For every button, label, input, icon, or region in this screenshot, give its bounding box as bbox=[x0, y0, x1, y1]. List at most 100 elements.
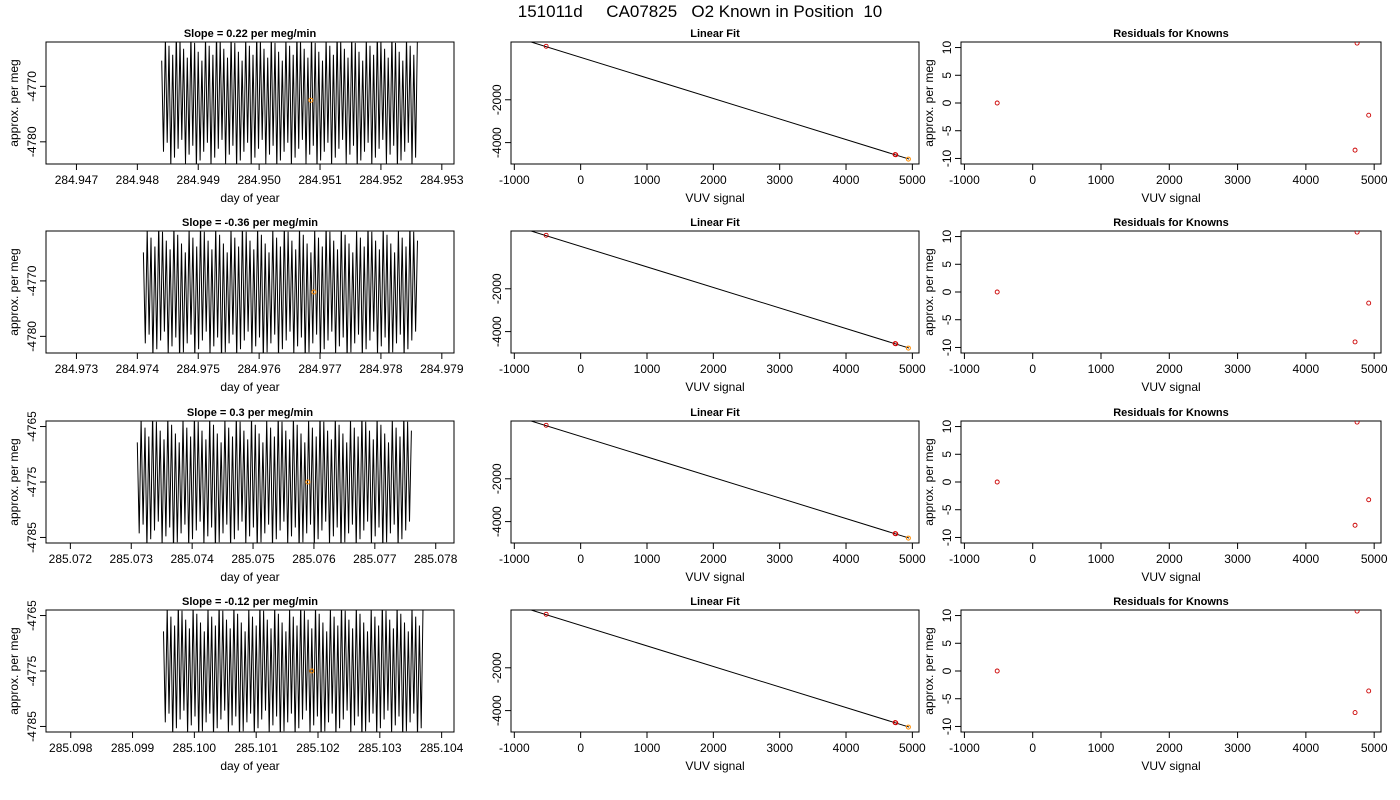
x-tick-label: 1000 bbox=[634, 552, 661, 566]
y-tick-label: -5 bbox=[940, 125, 954, 136]
y-tick-label: -5 bbox=[940, 314, 954, 325]
x-tick-label: 0 bbox=[577, 362, 584, 376]
x-axis-label: VUV signal bbox=[1141, 570, 1200, 584]
x-tick-label: 2000 bbox=[1156, 173, 1183, 187]
x-tick-label: -1000 bbox=[949, 362, 980, 376]
x-tick-label: 3000 bbox=[766, 173, 793, 187]
x-tick-label: 3000 bbox=[1224, 173, 1251, 187]
x-tick-label: 285.104 bbox=[420, 741, 464, 755]
x-tick-label: 3000 bbox=[766, 362, 793, 376]
y-axis-label: approx. per meg bbox=[7, 438, 21, 525]
x-axis-label: VUV signal bbox=[1141, 380, 1200, 394]
y-tick-label: 10 bbox=[940, 41, 954, 55]
highlight-point bbox=[905, 724, 911, 730]
x-tick-label: 1000 bbox=[1088, 362, 1115, 376]
y-tick-label: 5 bbox=[940, 261, 954, 268]
data-point bbox=[1354, 42, 1360, 46]
x-axis-label: VUV signal bbox=[685, 380, 744, 394]
data-point bbox=[1354, 421, 1360, 425]
x-axis-label: VUV signal bbox=[1141, 759, 1200, 773]
panel-2-2: Linear Fit -1000 0 1000 2000 3000 4000 5000 VUV … bbox=[490, 217, 926, 394]
y-tick-label: -4765 bbox=[25, 411, 39, 442]
y-axis-label: approx. per meg bbox=[7, 59, 21, 146]
data-point bbox=[1366, 497, 1372, 503]
data-layer bbox=[529, 610, 911, 730]
mean-marker bbox=[305, 479, 311, 485]
y-tick-label: -4775 bbox=[25, 655, 39, 686]
x-tick-label: 0 bbox=[577, 552, 584, 566]
y-axis-label: approx. per meg bbox=[922, 438, 936, 525]
fit-line bbox=[529, 421, 910, 539]
y-axis-label: approx. per meg bbox=[922, 248, 936, 335]
x-tick-label: 285.073 bbox=[110, 552, 154, 566]
x-tick-label: -1000 bbox=[499, 362, 530, 376]
data-point bbox=[1352, 339, 1358, 345]
x-axis-label: VUV signal bbox=[1141, 191, 1200, 205]
y-tick-label: -5 bbox=[940, 693, 954, 704]
mean-marker bbox=[308, 97, 314, 103]
x-tick-label: 4000 bbox=[1293, 741, 1320, 755]
x-tick-label: 5000 bbox=[899, 173, 926, 187]
data-layer bbox=[163, 610, 424, 732]
x-axis-label: VUV signal bbox=[685, 759, 744, 773]
data-point bbox=[893, 531, 899, 537]
data-point bbox=[1366, 112, 1372, 118]
panel-4-3: Residuals for Knowns -1000 0 1000 2000 3000 40… bbox=[922, 596, 1388, 773]
panel-title: Residuals for Knowns bbox=[1113, 217, 1229, 229]
x-tick-label: 1000 bbox=[634, 362, 661, 376]
y-tick-label: 10 bbox=[940, 609, 954, 623]
data-point bbox=[543, 232, 549, 238]
x-tick-label: 0 bbox=[577, 741, 584, 755]
y-tick-label: 0 bbox=[940, 288, 954, 295]
x-tick-label: 2000 bbox=[1156, 552, 1183, 566]
panel-title: Residuals for Knowns bbox=[1113, 28, 1229, 40]
x-tick-label: 284.947 bbox=[55, 173, 99, 187]
series-trace bbox=[161, 42, 418, 164]
x-tick-label: 3000 bbox=[766, 741, 793, 755]
y-tick-label: 10 bbox=[940, 420, 954, 434]
data-point bbox=[994, 668, 1000, 674]
x-axis-label: day of year bbox=[220, 191, 279, 205]
data-point bbox=[1366, 300, 1372, 306]
x-tick-label: 284.949 bbox=[177, 173, 221, 187]
y-axis-label: approx. per meg bbox=[7, 248, 21, 335]
y-tick-label: -4770 bbox=[25, 265, 39, 296]
data-layer bbox=[136, 421, 412, 543]
plot-frame bbox=[960, 41, 1382, 165]
x-tick-label: 285.099 bbox=[111, 741, 155, 755]
y-tick-label: -4765 bbox=[25, 600, 39, 631]
panel-title: Residuals for Knowns bbox=[1113, 596, 1229, 608]
y-tick-label: -4785 bbox=[25, 711, 39, 742]
x-tick-label: 0 bbox=[1029, 173, 1036, 187]
y-tick-label: -4000 bbox=[490, 316, 504, 347]
x-tick-label: 3000 bbox=[766, 552, 793, 566]
data-layer bbox=[994, 42, 1372, 153]
x-axis-label: VUV signal bbox=[685, 191, 744, 205]
x-tick-label: 5000 bbox=[1361, 173, 1388, 187]
x-tick-label: 285.076 bbox=[292, 552, 336, 566]
x-tick-label: 284.977 bbox=[298, 362, 342, 376]
x-tick-label: -1000 bbox=[499, 741, 530, 755]
x-axis-label: VUV signal bbox=[685, 570, 744, 584]
y-tick-label: -4775 bbox=[25, 466, 39, 497]
data-point bbox=[1354, 610, 1360, 614]
x-tick-label: 285.078 bbox=[414, 552, 458, 566]
x-tick-label: 285.098 bbox=[49, 741, 93, 755]
x-tick-label: 1000 bbox=[1088, 741, 1115, 755]
y-tick-label: 5 bbox=[940, 451, 954, 458]
panel-4-1: Slope = -0.12 per meg/min 285.098 285.099 2… bbox=[7, 596, 464, 773]
panel-3-2: Linear Fit -1000 0 1000 2000 3000 4000 5000 VUV … bbox=[490, 407, 926, 584]
x-tick-label: -1000 bbox=[499, 552, 530, 566]
y-axis-label: approx. per meg bbox=[7, 627, 21, 714]
x-tick-label: 4000 bbox=[833, 362, 860, 376]
x-tick-label: 0 bbox=[577, 173, 584, 187]
x-tick-label: 4000 bbox=[1293, 362, 1320, 376]
x-tick-label: 284.979 bbox=[420, 362, 464, 376]
x-tick-label: 3000 bbox=[1224, 741, 1251, 755]
data-layer bbox=[994, 421, 1372, 528]
x-tick-label: 2000 bbox=[1156, 741, 1183, 755]
data-point bbox=[893, 720, 899, 726]
data-point bbox=[994, 479, 1000, 485]
series-trace bbox=[142, 231, 418, 353]
highlight-point bbox=[905, 156, 911, 162]
